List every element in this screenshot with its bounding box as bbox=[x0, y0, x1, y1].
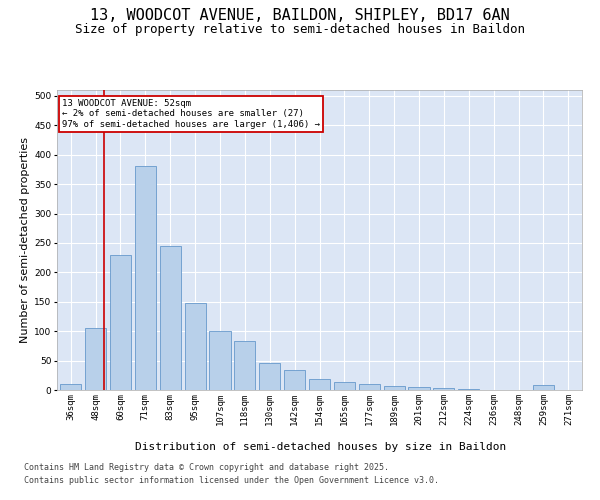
Bar bbox=[409, 387, 430, 390]
Bar bbox=[334, 382, 355, 390]
Bar bbox=[160, 246, 181, 390]
Text: Contains public sector information licensed under the Open Government Licence v3: Contains public sector information licen… bbox=[24, 476, 439, 485]
Text: 13 WOODCOT AVENUE: 52sqm
← 2% of semi-detached houses are smaller (27)
97% of se: 13 WOODCOT AVENUE: 52sqm ← 2% of semi-de… bbox=[62, 99, 320, 129]
Bar bbox=[209, 331, 230, 390]
Bar bbox=[135, 166, 156, 390]
Bar bbox=[284, 370, 305, 390]
Bar bbox=[85, 328, 106, 390]
Bar bbox=[185, 303, 206, 390]
Text: Size of property relative to semi-detached houses in Baildon: Size of property relative to semi-detach… bbox=[75, 22, 525, 36]
Bar bbox=[359, 384, 380, 390]
Bar bbox=[60, 384, 81, 390]
Text: Distribution of semi-detached houses by size in Baildon: Distribution of semi-detached houses by … bbox=[136, 442, 506, 452]
Bar bbox=[110, 254, 131, 390]
Bar bbox=[234, 340, 256, 390]
Bar bbox=[533, 386, 554, 390]
Text: 13, WOODCOT AVENUE, BAILDON, SHIPLEY, BD17 6AN: 13, WOODCOT AVENUE, BAILDON, SHIPLEY, BD… bbox=[90, 8, 510, 22]
Text: Contains HM Land Registry data © Crown copyright and database right 2025.: Contains HM Land Registry data © Crown c… bbox=[24, 464, 389, 472]
Bar bbox=[309, 380, 330, 390]
Bar bbox=[383, 386, 405, 390]
Y-axis label: Number of semi-detached properties: Number of semi-detached properties bbox=[20, 137, 30, 343]
Bar bbox=[259, 363, 280, 390]
Bar bbox=[433, 388, 454, 390]
